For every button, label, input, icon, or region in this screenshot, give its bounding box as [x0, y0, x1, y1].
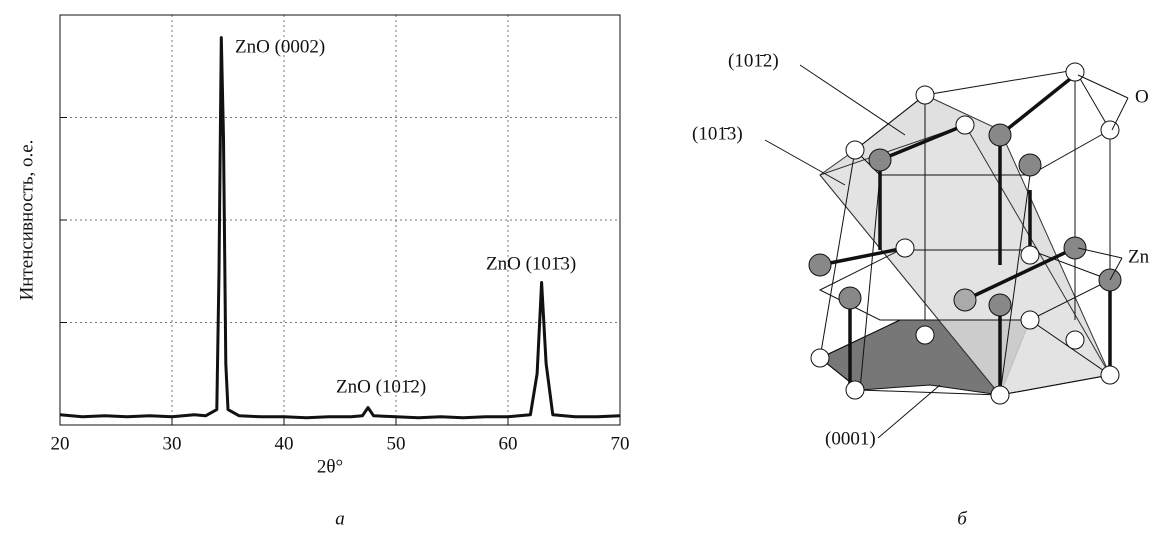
x-tick-label: 40 — [275, 433, 294, 454]
xrd-line — [60, 38, 620, 418]
atom-label: O — [1135, 86, 1149, 107]
peak-annotation: ZnO (101̄3) — [486, 253, 576, 274]
peak-annotation: ZnO (101̄2) — [336, 376, 426, 397]
x-tick-label: 30 — [163, 433, 182, 454]
crystal-diagram: (101̄2) (101̄3) O Zn (0001) б — [692, 50, 1150, 529]
y-axis-label: Интенсивность, о.е. — [16, 140, 37, 301]
plane-label: (101̄2) — [728, 50, 779, 71]
plane-label: (101̄3) — [692, 123, 743, 144]
x-tick-label: 50 — [387, 433, 406, 454]
atom-label: Zn — [1128, 246, 1150, 267]
x-axis-label: 2θ° — [317, 456, 343, 477]
x-tick-label: 20 — [51, 433, 70, 454]
x-tick-label: 70 — [611, 433, 630, 454]
caption: а — [335, 508, 345, 529]
figure: (101̄2) (101̄3) O Zn (0001) б Интенсивно… — [0, 0, 1172, 534]
plane-label: (0001) — [825, 428, 876, 449]
peak-annotation: ZnO (0002) — [235, 36, 325, 57]
x-tick-label: 60 — [499, 433, 518, 454]
caption: б — [957, 508, 968, 529]
